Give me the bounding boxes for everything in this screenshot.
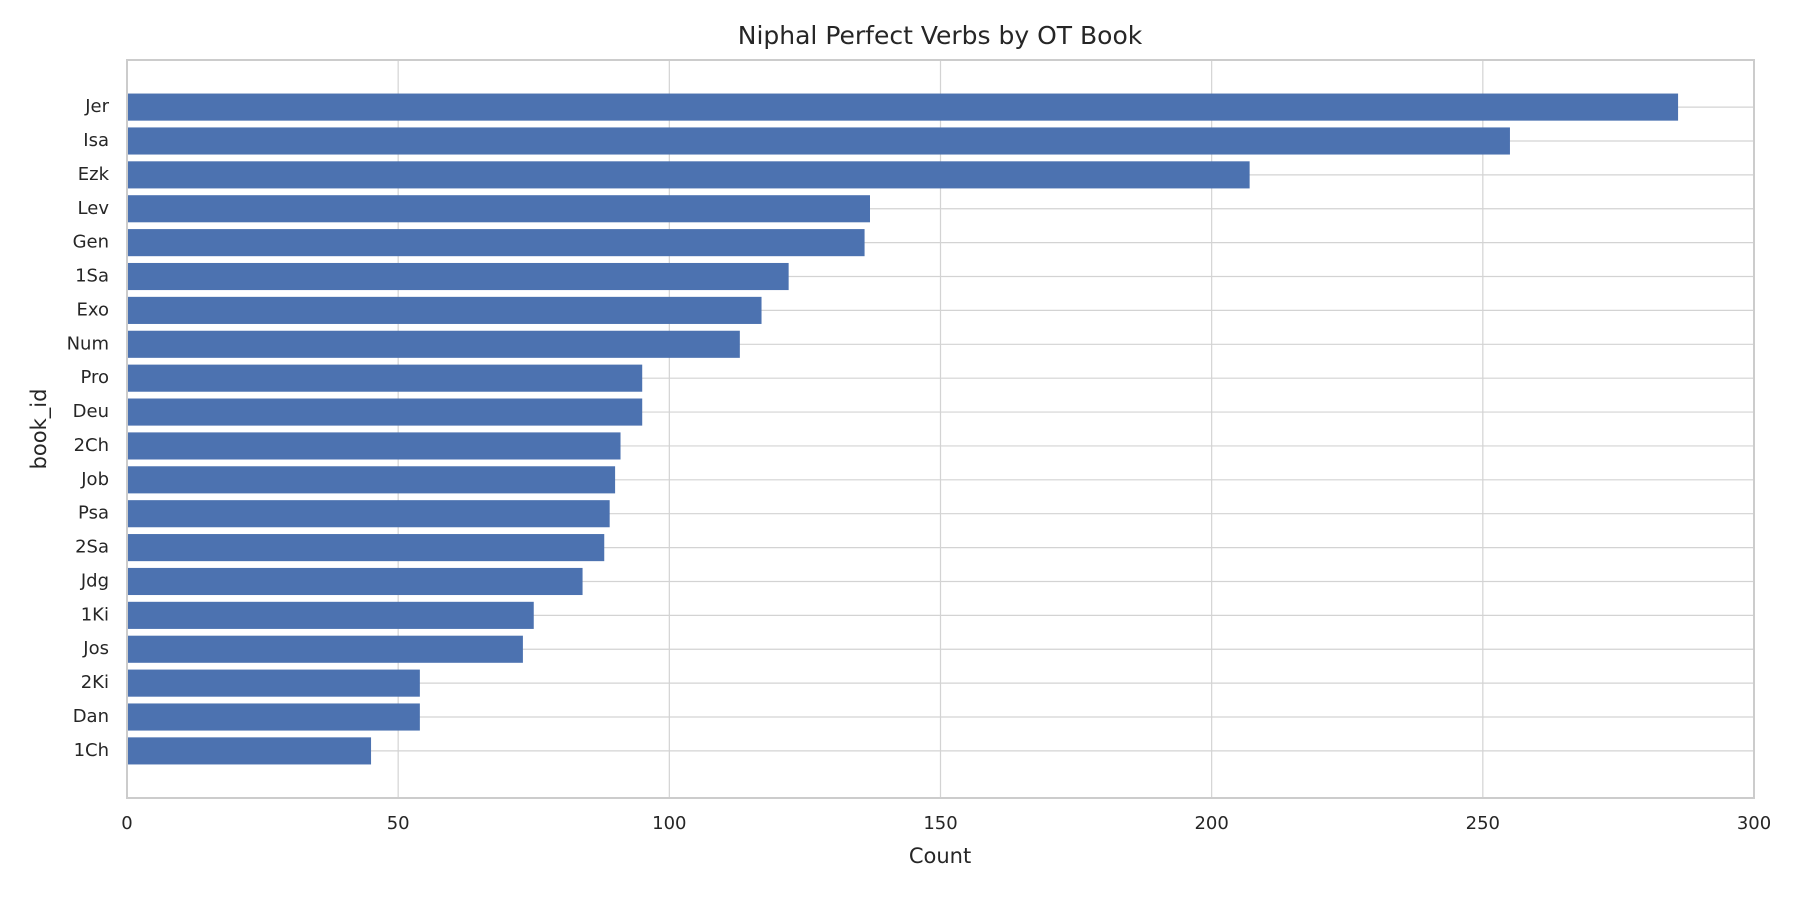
x-tick-label: 100 [652, 813, 686, 834]
bar [127, 466, 616, 494]
y-tick-label: Dan [73, 706, 109, 727]
bar [127, 127, 1510, 155]
y-tick-label: Jdg [80, 570, 109, 591]
x-tick-label: 150 [923, 813, 957, 834]
bar [127, 534, 605, 562]
x-tick-label: 300 [1737, 813, 1771, 834]
bar [127, 330, 740, 358]
x-tick-label: 0 [121, 813, 132, 834]
y-tick-label: Gen [73, 232, 109, 253]
y-tick-label: 2Ki [81, 672, 109, 693]
bar [127, 601, 534, 629]
bar [127, 398, 643, 426]
y-tick-label: Deu [73, 401, 109, 422]
y-tick-label: Jos [82, 638, 109, 659]
bar [127, 195, 870, 223]
y-tick-label: 1Sa [75, 266, 109, 287]
bar [127, 703, 420, 731]
y-tick-label: Num [67, 333, 109, 354]
bar [127, 229, 865, 257]
y-tick-label: 1Ki [81, 604, 109, 625]
bar [127, 262, 789, 291]
y-tick-label: Pro [80, 367, 109, 388]
y-axis-label: book_id [27, 389, 52, 470]
y-tick-label: Exo [77, 299, 109, 320]
x-axis-label: Count [909, 844, 971, 868]
bar [127, 93, 1679, 121]
chart-title: Niphal Perfect Verbs by OT Book [738, 21, 1143, 50]
bar [127, 737, 372, 765]
bar [127, 635, 523, 663]
bar [127, 500, 610, 528]
bar [127, 567, 583, 596]
x-tick-label: 250 [1466, 813, 1500, 834]
bar [127, 296, 762, 324]
y-tick-label: Job [80, 469, 109, 490]
x-tick-label: 50 [387, 813, 410, 834]
y-tick-label: Ezk [78, 164, 110, 185]
y-tick-label: 1Ch [74, 740, 109, 761]
y-tick-label: Lev [78, 198, 110, 219]
plot-frame [126, 59, 1755, 799]
y-tick-label: Isa [83, 130, 109, 151]
bar [127, 669, 420, 697]
y-tick-label: Jer [84, 96, 109, 117]
y-tick-label: 2Sa [75, 537, 109, 558]
bar [127, 161, 1250, 189]
y-tick-label: 2Ch [74, 435, 109, 456]
bar [127, 364, 643, 392]
bar [127, 432, 621, 460]
x-tick-label: 200 [1194, 813, 1228, 834]
y-tick-label: Psa [78, 503, 109, 524]
